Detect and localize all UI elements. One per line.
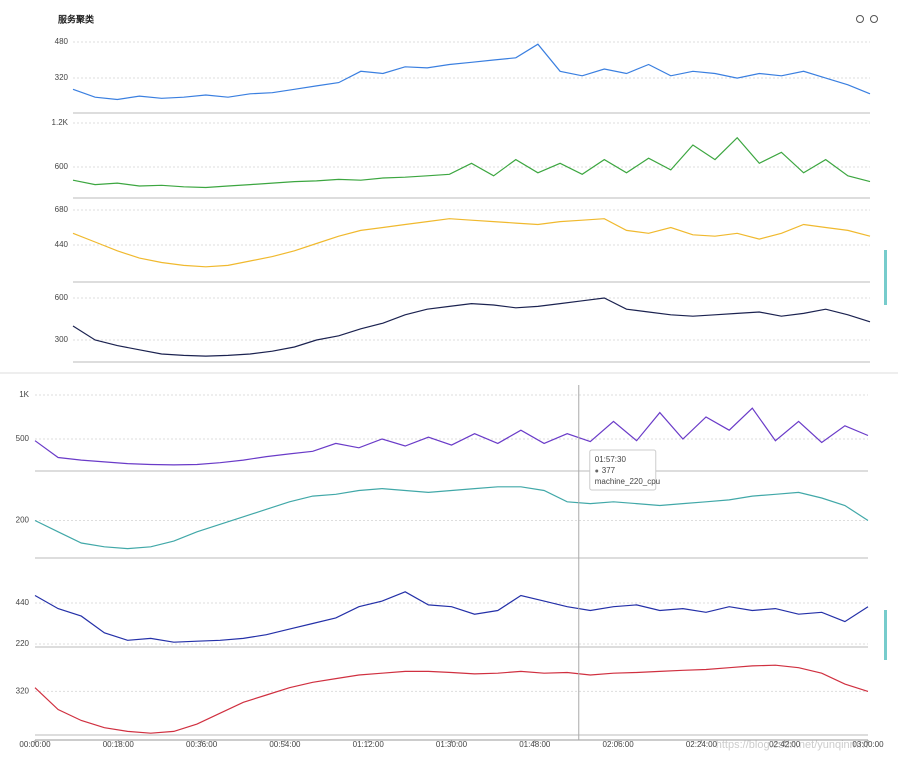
x-tick-label: 00:54:00 <box>269 740 301 749</box>
y-tick-label: 440 <box>55 240 69 249</box>
series-line <box>34 486 869 550</box>
zoom-icon[interactable] <box>856 15 864 23</box>
scrollbar[interactable] <box>884 610 887 660</box>
y-tick-label: 480 <box>55 37 69 46</box>
x-tick-label: 03:00:00 <box>852 740 884 749</box>
x-tick-label: 01:48:00 <box>519 740 551 749</box>
y-tick-label: 320 <box>16 686 30 695</box>
tooltip-value: 377 <box>602 466 616 475</box>
y-tick-label: 1.2K <box>52 118 69 127</box>
page-title: 服务聚类 <box>58 13 95 24</box>
x-tick-label: 02:06:00 <box>603 740 635 749</box>
x-tick-label: 00:36:00 <box>186 740 218 749</box>
tooltip: 01:57:30 377 machine_220_cpu <box>589 449 660 491</box>
y-tick-label: 500 <box>16 434 30 443</box>
series-line <box>72 43 871 101</box>
toolbar[interactable] <box>856 15 878 23</box>
y-tick-label: 600 <box>55 293 69 302</box>
y-tick-label: 220 <box>16 639 30 648</box>
x-tick-label: 01:30:00 <box>436 740 468 749</box>
y-tick-label: 200 <box>16 516 30 525</box>
tooltip-box <box>589 449 657 491</box>
series-line <box>72 218 871 268</box>
y-tick-label: 440 <box>16 598 30 607</box>
y-tick-label: 300 <box>55 335 69 344</box>
y-tick-label: 1K <box>19 390 29 399</box>
y-tick-label: 600 <box>55 162 69 171</box>
reset-icon[interactable] <box>870 15 878 23</box>
y-tick-label: 680 <box>55 205 69 214</box>
x-tick-label: 02:24:00 <box>686 740 718 749</box>
series-line <box>72 297 871 357</box>
x-tick-label: 02:42:00 <box>769 740 801 749</box>
y-tick-label: 320 <box>55 73 69 82</box>
x-tick-label: 00:18:00 <box>103 740 135 749</box>
series-line <box>34 664 869 734</box>
tooltip-name: machine_220_cpu <box>595 477 660 486</box>
series-line <box>72 136 871 189</box>
x-tick-label: 00:00:00 <box>19 740 51 749</box>
scrollbar[interactable] <box>884 250 887 305</box>
series-line <box>34 591 869 643</box>
tooltip-time: 01:57:30 <box>595 455 627 464</box>
watermark: https://blog.csdn.net/yunqinmm <box>716 739 868 751</box>
tooltip-dot <box>595 469 599 473</box>
series-line <box>34 407 869 466</box>
x-tick-label: 01:12:00 <box>353 740 385 749</box>
